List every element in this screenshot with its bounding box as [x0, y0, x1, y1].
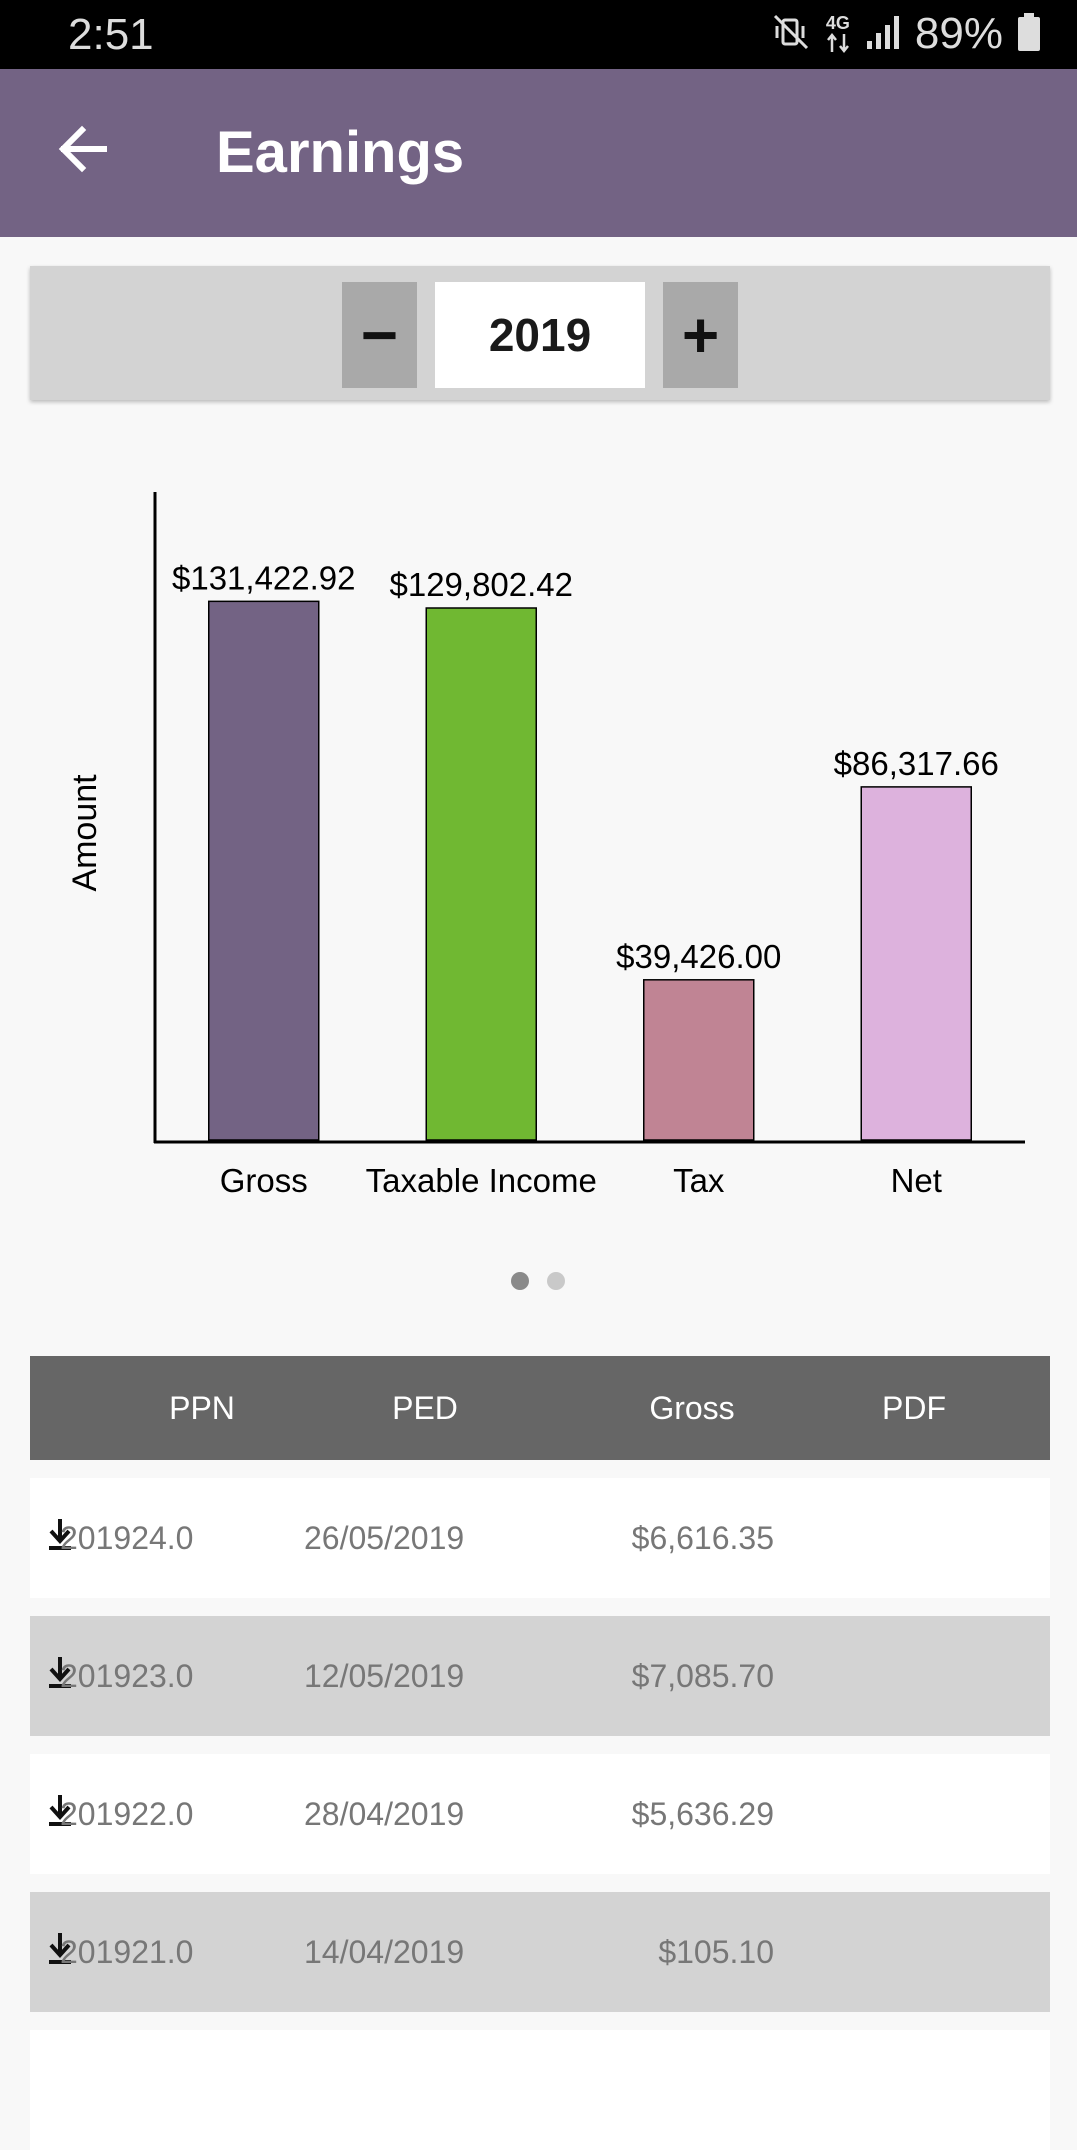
- bar-value-label: $39,426.00: [616, 938, 781, 975]
- cell-gross: $7,085.70: [631, 1658, 774, 1694]
- bar-tax: [643, 979, 755, 1141]
- bar-net: [860, 786, 972, 1141]
- cell-ppn: 201923.0: [60, 1658, 194, 1694]
- signal-icon: [865, 13, 901, 56]
- battery-icon: [1017, 12, 1041, 57]
- pdf-download-button[interactable]: [30, 1616, 90, 1736]
- decrement-year-button[interactable]: −: [342, 282, 417, 388]
- cell-gross: $6,616.35: [631, 1520, 774, 1556]
- cell-ped: 26/05/2019: [304, 1520, 465, 1556]
- table-row[interactable]: 201922.0 28/04/2019 $5,636.29: [30, 1754, 1050, 1874]
- network-4g-icon: 4G: [825, 14, 851, 54]
- cell-ped: 14/04/2019: [304, 1934, 465, 1970]
- column-header-pdf: PDF: [882, 1390, 946, 1426]
- x-tick-label: Tax: [673, 1162, 725, 1199]
- chart-pager: [0, 1272, 1077, 1292]
- pdf-download-button[interactable]: [30, 1754, 90, 1874]
- download-icon: [45, 1930, 75, 1974]
- pager-dot-inactive[interactable]: [547, 1272, 565, 1290]
- status-icons: 4G 89%: [771, 9, 1041, 58]
- pager-dot-active[interactable]: [511, 1272, 529, 1290]
- column-header-ped: PED: [392, 1390, 458, 1426]
- table-row-partial[interactable]: [30, 2030, 1050, 2150]
- back-button[interactable]: [44, 113, 120, 189]
- pdf-download-button[interactable]: [30, 1478, 90, 1598]
- battery-percent: 89%: [914, 9, 1003, 58]
- mute-vibrate-icon: [771, 12, 811, 57]
- cell-ppn: 201922.0: [60, 1796, 194, 1832]
- y-axis-label: Amount: [66, 774, 104, 892]
- bar-value-label: $129,802.42: [389, 566, 573, 603]
- year-selector: − 2019 +: [30, 266, 1050, 400]
- bar-taxable-income: [425, 607, 537, 1141]
- pdf-download-button[interactable]: [30, 1892, 90, 2012]
- cell-ped: 28/04/2019: [304, 1796, 465, 1832]
- table-header: PPN PED Gross PDF: [30, 1356, 1050, 1460]
- cell-gross: $105.10: [658, 1934, 774, 1970]
- cell-ped: 12/05/2019: [304, 1658, 465, 1694]
- network-type: 4G: [825, 13, 850, 33]
- earnings-bar-chart: Amount $131,422.92 Gross $129,802.42 Taxable…: [66, 492, 1025, 1199]
- cell-ppn: 201924.0: [60, 1520, 194, 1556]
- earnings-chart: Amount $131,422.92 Gross $129,802.42 Taxable…: [0, 470, 1077, 1210]
- page-title: Earnings: [216, 120, 465, 185]
- table-row[interactable]: 201921.0 14/04/2019 $105.10: [30, 1892, 1050, 2012]
- table-row[interactable]: 201924.0 26/05/2019 $6,616.35: [30, 1478, 1050, 1598]
- x-tick-label: Taxable Income: [366, 1162, 597, 1199]
- year-value: 2019: [435, 282, 645, 388]
- bar-gross: [208, 600, 320, 1141]
- app-bar: Earnings: [0, 69, 1077, 237]
- arrow-left-icon: [54, 121, 110, 182]
- increment-year-button[interactable]: +: [663, 282, 738, 388]
- download-icon: [45, 1516, 75, 1560]
- cell-gross: $5,636.29: [631, 1796, 774, 1832]
- column-header-gross: Gross: [649, 1390, 735, 1426]
- download-icon: [45, 1654, 75, 1698]
- status-time: 2:51: [68, 10, 154, 59]
- x-tick-label: Net: [891, 1162, 942, 1199]
- x-tick-label: Gross: [220, 1162, 308, 1199]
- status-bar: 2:51 4G 89%: [0, 0, 1077, 69]
- column-header-ppn: PPN: [169, 1390, 235, 1426]
- bar-value-label: $86,317.66: [834, 745, 999, 782]
- download-icon: [45, 1792, 75, 1836]
- table-row[interactable]: 201923.0 12/05/2019 $7,085.70: [30, 1616, 1050, 1736]
- bar-value-label: $131,422.92: [172, 559, 356, 596]
- cell-ppn: 201921.0: [60, 1934, 194, 1970]
